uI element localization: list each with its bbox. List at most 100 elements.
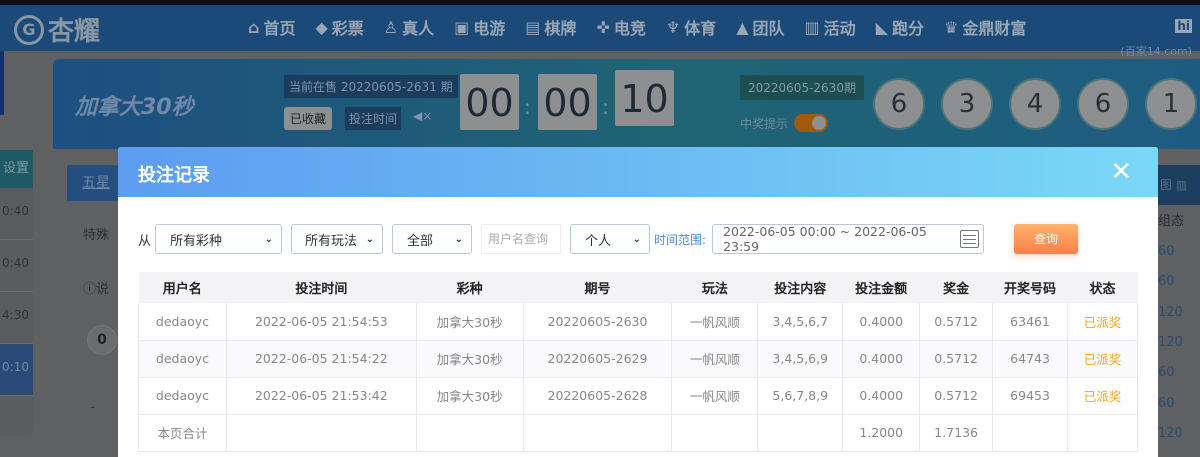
right-panel-value: 60 [1158, 365, 1175, 381]
close-icon[interactable]: ✕ [1110, 157, 1132, 187]
top-strip [0, 0, 1200, 5]
nav-item[interactable]: ◆ 彩票 [315, 17, 364, 39]
special-label: 特殊 [83, 228, 110, 243]
query-button[interactable]: 查询 [1014, 224, 1079, 254]
column-header: 奖金 [919, 272, 994, 303]
settings-item[interactable]: 0:40 [0, 188, 33, 240]
total-cell: 本页合计 [138, 414, 227, 452]
column-header: 投注时间 [226, 272, 417, 303]
table-row[interactable]: dedaoyc 2022-06-05 21:54:22 加拿大30秒 20220605… [138, 340, 1138, 378]
game-banner: 加拿大30秒 当前在售 20220605-2631 期 已收藏 投注时间 ◀× … [53, 59, 1200, 149]
right-panel-title: 图 ▥ [1158, 165, 1200, 205]
table-cell: 3,4,5,6,7 [757, 303, 844, 341]
table-cell: 0.5712 [919, 340, 994, 378]
total-cell [992, 414, 1069, 452]
table-cell: 已派奖 [1067, 340, 1138, 378]
table-cell: dedaoyc [138, 303, 227, 341]
modal-title: 投注记录 [138, 165, 210, 186]
table-cell: 一帆风顺 [671, 340, 759, 378]
right-panel-value: 60 [1158, 274, 1175, 290]
watermark: (百家14.com) [1120, 45, 1192, 58]
total-row: 本页合计 1.2000 1.7136 [138, 414, 1138, 452]
total-cell [522, 414, 673, 452]
mute-icon[interactable]: ◀× [413, 109, 433, 123]
bet-records-table: 用户名 投注时间 彩种 期号 玩法 投注内容 投注金额 奖金 开奖号码 状态 dedaoyc 202… [138, 272, 1138, 452]
total-cell [225, 414, 417, 452]
logo[interactable]: G 杏耀 [14, 11, 100, 48]
coin-icon: ♛ [944, 17, 959, 37]
nav-items: ⌂ 首页 ◆ 彩票 ♙ 真人 ▣ 电游 ▤ 棋牌 ✜ 电竞 ♆ 体育 ▲ 团队 ▥ 活动 ◣ 跑分 ♛ 金鼎财富 [248, 15, 1026, 39]
bet-record-modal: 投注记录 ✕ 从 所有彩种 ⌄ 所有玩法 ⌄ 全部 ⌄ 用户名查询 个人 ⌄ 时间范围:… [118, 147, 1158, 457]
table-cell: 20220605-2628 [522, 377, 673, 415]
nav-item[interactable]: ⌂ 首页 [248, 17, 296, 39]
date-range-input[interactable]: 2022-06-05 00:00 ~ 2022-06-05 23:59 [712, 224, 985, 254]
table-cell: dedaoyc [138, 377, 227, 415]
right-panel-value: 120 [1158, 425, 1183, 441]
live-icon: ♙ [383, 17, 399, 37]
logo-crest-icon: G [14, 14, 44, 45]
scope-select[interactable]: 个人 ⌄ [570, 224, 651, 254]
nav-item[interactable]: ▣ 电游 [454, 17, 506, 39]
table-cell: 69453 [992, 377, 1069, 415]
table-cell: 一帆风顺 [671, 377, 759, 415]
table-cell: 一帆风顺 [671, 303, 759, 341]
last-issue: 20220605-2630期 [740, 75, 864, 100]
settings-item[interactable]: 4:30 [0, 292, 33, 344]
current-issue: 当前在售 20220605-2631 期 [284, 75, 458, 98]
nav-item[interactable]: ▤ 棋牌 [525, 17, 577, 39]
win-alert: 中奖提示 [740, 114, 829, 132]
table-cell: 已派奖 [1067, 303, 1138, 341]
colon: : [602, 95, 609, 119]
slot-icon: ▣ [454, 17, 470, 37]
table-cell: 2022-06-05 21:53:42 [225, 377, 417, 415]
settings-item[interactable]: 0:40 [0, 240, 33, 292]
table-cell: 0.5712 [919, 303, 994, 341]
left-edge [0, 51, 4, 115]
bet-time-button[interactable]: 投注时间 [345, 107, 402, 130]
trophy-icon: ♆ [665, 17, 681, 37]
table-cell: 已派奖 [1067, 377, 1138, 415]
right-panel-value: 120 [1158, 334, 1183, 350]
nav-item[interactable]: ♆ 体育 [665, 17, 717, 39]
right-panel-value: 60 [1158, 395, 1175, 411]
table-row[interactable]: dedaoyc 2022-06-05 21:53:42 加拿大30秒 20220605… [138, 377, 1138, 415]
username-input[interactable]: 用户名查询 [481, 224, 562, 254]
settings-item[interactable]: 0:10 [0, 344, 33, 396]
calendar-icon[interactable] [959, 230, 980, 248]
table-cell: 3,4,5,6,9 [757, 340, 844, 378]
result-ball: 1 [1145, 78, 1197, 130]
table-cell: dedaoyc [138, 340, 227, 378]
column-header: 开奖号码 [992, 272, 1069, 303]
column-header: 彩种 [416, 272, 524, 303]
nav-item[interactable]: ♙ 真人 [383, 17, 435, 39]
countdown-seconds: 10 [615, 70, 674, 126]
right-panel [1158, 163, 1200, 453]
play-select[interactable]: 所有玩法 ⌄ [291, 224, 384, 254]
favorite-button[interactable]: 已收藏 [284, 107, 333, 130]
nav-item[interactable]: ◣ 跑分 [875, 17, 925, 39]
team-icon: ▲ [736, 17, 749, 37]
total-cell [415, 414, 524, 452]
settings-title: 设置 [0, 150, 33, 188]
table-cell: 加拿大30秒 [415, 340, 524, 378]
nav-item[interactable]: ✜ 电竞 [596, 17, 646, 39]
tab-five-star[interactable]: 五星 [67, 165, 122, 201]
minus-button[interactable]: - [90, 400, 95, 415]
nav-item[interactable]: ▲ 团队 [736, 17, 785, 39]
result-ball: 3 [941, 78, 993, 130]
chevron-down-icon: ⌄ [454, 233, 464, 245]
filter-bar: 从 所有彩种 ⌄ 所有玩法 ⌄ 全部 ⌄ 用户名查询 个人 ⌄ 时间范围: 2022-0… [138, 224, 1079, 254]
win-alert-toggle[interactable] [794, 114, 829, 132]
table-cell: 20220605-2630 [522, 303, 673, 341]
total-cell [1067, 414, 1138, 452]
table-cell: 64743 [992, 340, 1069, 378]
lottery-select[interactable]: 所有彩种 ⌄ [155, 224, 283, 254]
nav-item[interactable]: ♛ 金鼎财富 [944, 17, 1027, 39]
zero-button[interactable]: 0 [87, 325, 117, 355]
nav-item[interactable]: ▥ 活动 [804, 17, 856, 39]
table-row[interactable]: dedaoyc 2022-06-05 21:54:53 加拿大30秒 20220605… [138, 303, 1138, 341]
countdown-minutes: 00 [538, 74, 597, 130]
column-header: 期号 [523, 272, 673, 303]
table-cell: 63461 [992, 303, 1069, 341]
status-select[interactable]: 全部 ⌄ [392, 224, 473, 254]
